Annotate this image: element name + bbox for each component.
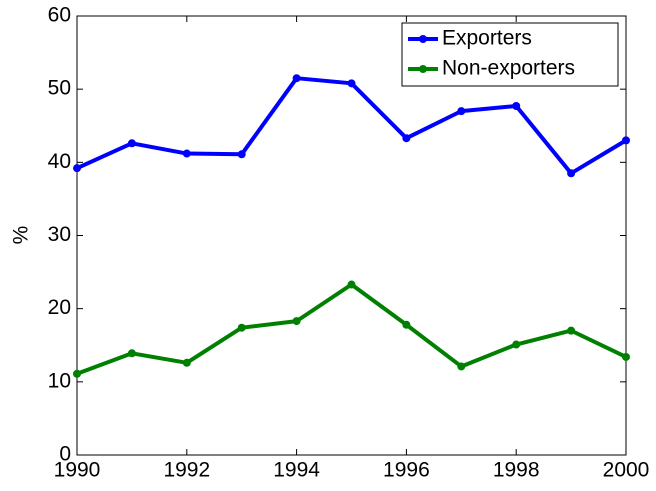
y-tick-label: 60 xyxy=(48,4,71,27)
y-tick-label: 30 xyxy=(48,223,71,246)
plot-area xyxy=(76,15,627,456)
legend-label: Non-exporters xyxy=(442,57,575,80)
y-tick-label: 20 xyxy=(48,296,71,319)
legend-box xyxy=(401,22,619,87)
y-axis-label: % xyxy=(10,226,33,245)
data-point xyxy=(457,362,466,371)
data-point xyxy=(567,326,576,335)
data-point xyxy=(457,107,466,116)
data-point xyxy=(402,134,411,143)
data-point xyxy=(512,340,521,349)
x-tick-label: 1992 xyxy=(163,459,210,482)
data-point xyxy=(182,149,191,158)
legend-marker xyxy=(419,65,427,73)
y-tick-label: 40 xyxy=(48,150,71,173)
data-point xyxy=(182,358,191,367)
legend-label: Exporters xyxy=(442,27,532,50)
x-tick-label: 1996 xyxy=(383,459,430,482)
data-point xyxy=(73,164,81,173)
data-point xyxy=(622,136,630,145)
data-point xyxy=(127,139,136,148)
data-point xyxy=(127,349,136,358)
data-point xyxy=(347,79,356,88)
data-point xyxy=(73,369,81,378)
data-point xyxy=(567,169,576,178)
data-point xyxy=(402,320,411,329)
y-tick-label: 10 xyxy=(48,369,71,392)
data-point xyxy=(237,150,246,159)
x-tick-label: 2000 xyxy=(603,459,650,482)
y-tick-label: 0 xyxy=(59,443,71,466)
data-point xyxy=(622,352,630,361)
data-point xyxy=(347,280,356,289)
data-point xyxy=(292,74,301,83)
x-tick-label: 1994 xyxy=(273,459,320,482)
data-point xyxy=(292,317,301,326)
x-tick-label: 1998 xyxy=(493,459,540,482)
x-tick-label: 1990 xyxy=(54,459,101,482)
data-point xyxy=(512,101,521,110)
data-point xyxy=(237,323,246,332)
legend-marker xyxy=(419,35,427,43)
y-tick-label: 50 xyxy=(48,77,71,100)
